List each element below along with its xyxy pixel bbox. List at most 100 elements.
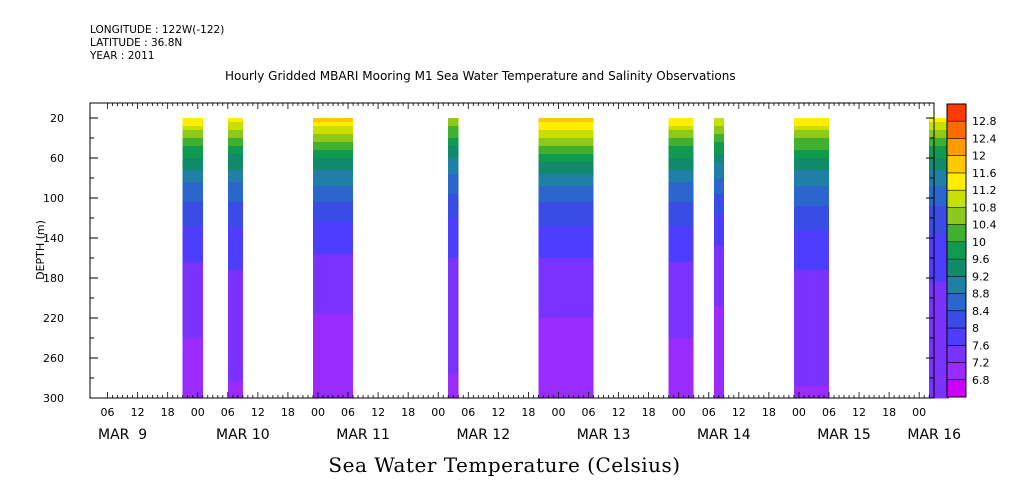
data-cell [793,206,829,211]
data-cell [538,182,594,187]
data-cell [668,266,694,271]
data-cell [182,226,203,231]
data-cell [713,306,724,311]
data-cell [929,210,950,215]
data-cell [713,374,724,379]
data-cell [312,318,354,323]
y-tick-label: 180 [43,272,64,285]
data-cell [538,130,594,135]
data-cell [929,226,950,231]
data-cell [182,306,203,311]
data-cell [182,254,203,259]
data-cell [182,158,203,163]
data-cell [668,198,694,203]
data-cell [182,266,203,271]
data-cell [448,250,459,255]
data-cell [668,162,694,167]
data-cell [227,326,243,331]
data-cell [929,166,950,171]
data-cell [312,250,354,255]
data-cell [448,142,459,147]
data-cell [538,282,594,287]
data-cell [448,310,459,315]
data-cell [227,218,243,223]
data-cell [668,118,694,123]
data-cell [538,230,594,235]
x-tick-label: 12 [491,406,505,419]
data-cell [713,274,724,279]
data-cell [929,146,950,151]
x-tick-label: 18 [521,406,535,419]
data-cell [929,306,950,311]
data-cell [793,250,829,255]
data-cell [793,350,829,355]
data-cell [793,274,829,279]
data-cell [312,258,354,263]
colorbar-swatch [947,345,966,364]
data-cell [713,246,724,251]
data-cell [312,306,354,311]
data-cell [538,134,594,139]
data-cell [793,318,829,323]
data-cell [182,282,203,287]
data-cell [668,178,694,183]
colorbar-frame [946,103,967,398]
data-cell [182,386,203,391]
data-cell [929,346,950,351]
data-cell [227,186,243,191]
data-cell [929,118,950,123]
data-cell [538,310,594,315]
data-cell [668,342,694,347]
data-cell [668,242,694,247]
data-cell [182,150,203,155]
data-column-2 [227,118,243,399]
data-cell [713,238,724,243]
data-cell [793,202,829,207]
data-cell [448,226,459,231]
data-cell [538,190,594,195]
data-cell [538,330,594,335]
data-cell [448,286,459,291]
data-cell [929,314,950,319]
data-cell [182,370,203,375]
data-cell [448,282,459,287]
data-cell [182,126,203,131]
x-tick-label: 12 [852,406,866,419]
data-cell [448,150,459,155]
data-cell [227,174,243,179]
data-column-9 [929,118,950,399]
colorbar-label: 11.2 [972,184,997,197]
data-cell [929,370,950,375]
colorbar-label: 7.6 [972,339,990,352]
data-cell [448,382,459,387]
data-cell [182,210,203,215]
data-cell [713,302,724,307]
x-tick-label: 06 [702,406,716,419]
data-cell [538,234,594,239]
data-cell [793,158,829,163]
data-cell [713,230,724,235]
data-cell [713,226,724,231]
colorbar-label: 8 [972,322,979,335]
longitude-label: LONGITUDE : 122W(-122) [90,24,225,36]
data-cell [793,270,829,275]
colorbar-swatch [947,207,966,226]
data-cell [182,214,203,219]
data-cell [929,294,950,299]
data-cell [182,222,203,227]
data-cell [448,254,459,259]
data-cell [793,230,829,235]
data-cell [713,314,724,319]
data-cell [312,282,354,287]
data-cell [182,290,203,295]
colorbar-label: 8.4 [972,305,990,318]
data-cell [182,230,203,235]
data-cell [227,298,243,303]
data-cell [793,198,829,203]
data-cell [538,358,594,363]
data-cell [448,190,459,195]
data-cell [538,174,594,179]
data-cell [182,246,203,251]
data-cell [929,150,950,155]
data-cell [182,194,203,199]
